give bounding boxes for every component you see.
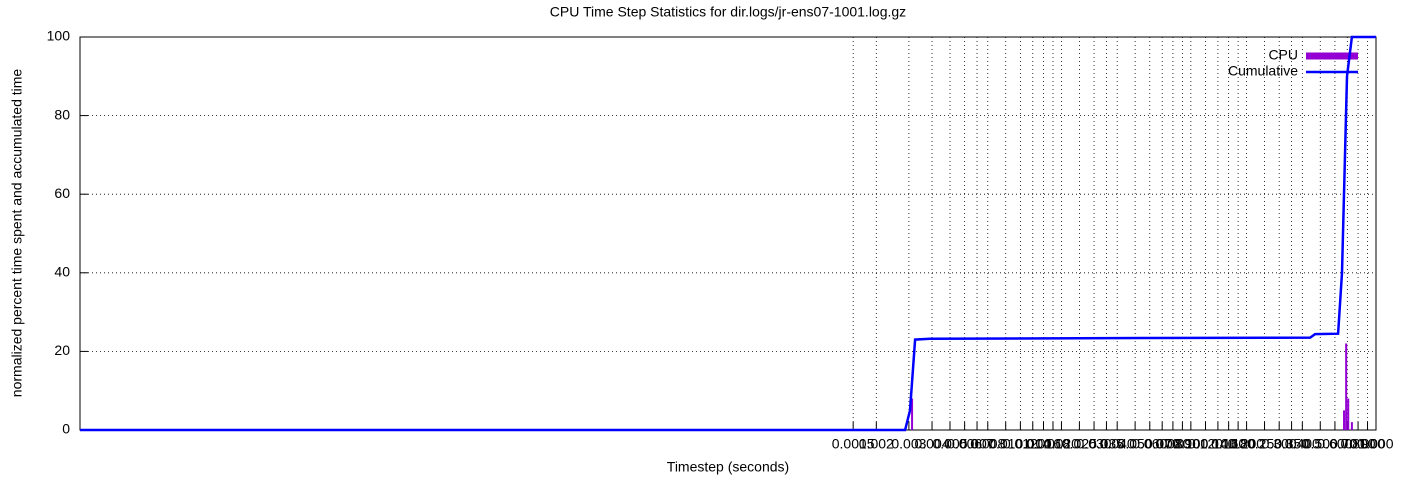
x-tick-label: 0.080 [1155,436,1190,452]
x-tick-label: 0.035 [1089,436,1124,452]
plot-frame [79,36,1377,431]
x-tick-label: 1.000 [1358,436,1393,452]
y-tick-label: 100 [47,28,71,44]
x-tick-label: 0.020 [1044,436,1079,452]
x-tick-label: 0.006 [947,436,982,452]
x-tick-label: 0.016 [1026,436,1061,452]
x-tick-label: 0.500 [1303,436,1338,452]
x-tick-label: 0.010 [988,436,1023,452]
legend-label: Cumulative [1228,63,1298,79]
x-tick-label: 0.800 [1341,436,1376,452]
x-tick-label: 0.400 [1285,436,1320,452]
x-tick-label: 0.030 [1077,436,1112,452]
cumulative-line [80,35,1376,432]
x-tick-label: 0.140 [1200,436,1235,452]
x-tick-label: 0.180 [1221,436,1256,452]
x-tick-label: 0.008 [970,436,1005,452]
x-tick-label: 0.025 [1062,436,1097,452]
x-tick-label: 0.700 [1330,436,1365,452]
x-tick-label: 0.004 [915,436,950,452]
x-tick-label: 0.090 [1165,436,1200,452]
x-axis-label: Timestep (seconds) [667,459,789,475]
x-tick-label: 0.005 [932,436,967,452]
x-tick-label: 0.007 [960,436,995,452]
x-tick-label: 0.300 [1262,436,1297,452]
x-tick-label: 0.003 [891,436,926,452]
y-tick-label: 60 [54,185,70,201]
x-tick-label: 0.160 [1211,436,1246,452]
x-tick-label: 0.014 [1015,436,1050,452]
x-tick-label: 0.040 [1100,436,1135,452]
y-tick-label: 40 [54,264,70,280]
x-tick-label: 0.120 [1188,436,1223,452]
y-axis-label: normalized percent time spent and accumu… [9,69,25,398]
chart-title: CPU Time Step Statistics for dir.logs/jr… [550,4,906,20]
x-tick-label: 0.012 [1003,436,1038,452]
x-tick-label: 0.050 [1118,436,1153,452]
x-tick-label: 0.070 [1145,436,1180,452]
legend-label: CPU [1268,47,1298,63]
x-tick-label: 0.100 [1173,436,1208,452]
x-tick-label: 0.900 [1350,436,1385,452]
x-tick-label: 0.350 [1274,436,1309,452]
x-tick-label: 0.060 [1132,436,1167,452]
x-tick-label: 0.200 [1229,436,1264,452]
y-tick-label: 0 [62,421,70,437]
x-tick-label: 0.600 [1317,436,1352,452]
x-tick-label: 0.002 [859,436,894,452]
x-tick-label: 0.250 [1247,436,1282,452]
x-tick-label: 0.0015 [832,436,875,452]
y-tick-label: 20 [54,342,70,358]
x-tick-label: 0.018 [1035,436,1070,452]
y-tick-label: 80 [54,106,70,122]
